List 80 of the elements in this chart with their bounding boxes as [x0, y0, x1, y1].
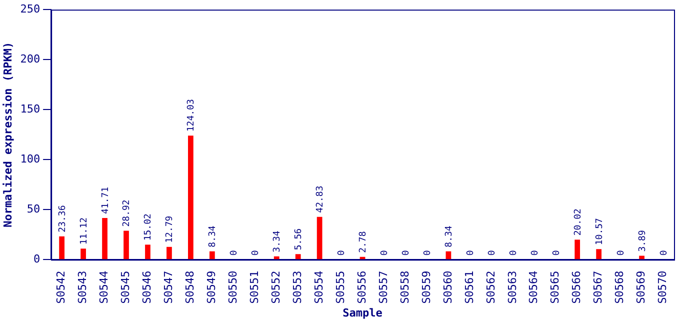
x-tick-label: S0563 [506, 270, 519, 304]
bar [295, 254, 301, 260]
y-tick-label: 50 [26, 202, 40, 216]
data-label: 0 [230, 250, 240, 256]
bar [209, 251, 215, 260]
bar [574, 240, 580, 260]
data-label: 0 [659, 250, 670, 256]
data-label: 0 [508, 250, 519, 256]
x-tick-label: S0562 [484, 270, 498, 304]
x-tick-label: S0564 [527, 270, 540, 304]
data-label: 0 [401, 250, 412, 256]
x-tick-label: S0557 [376, 270, 390, 304]
x-tick-label: S0555 [334, 270, 347, 304]
data-label: 23.36 [58, 205, 68, 232]
data-label: 0 [337, 250, 348, 256]
x-tick-label: S0548 [184, 270, 197, 304]
x-tick-label: S0565 [548, 270, 562, 304]
x-tick-label: S0567 [592, 270, 605, 304]
data-label: 8.34 [208, 226, 218, 248]
data-label: 0 [552, 250, 562, 256]
y-tick-label: 100 [20, 152, 40, 166]
x-tick-label: S0547 [162, 270, 176, 304]
y-tick-label: 250 [20, 2, 40, 16]
x-tick-label: S0569 [634, 270, 648, 304]
x-tick-label: S0556 [355, 270, 368, 304]
x-tick-label: S0554 [312, 270, 326, 304]
y-tick-label: 200 [20, 52, 40, 66]
x-tick-label: S0552 [269, 270, 282, 304]
data-label: 124.03 [186, 99, 197, 132]
x-tick-label: S0559 [420, 270, 433, 304]
y-tick-label: 0 [33, 252, 40, 266]
bar [639, 256, 644, 260]
data-label: 20.02 [573, 208, 584, 236]
data-label: 0 [466, 250, 476, 256]
data-label: 11.12 [79, 217, 90, 245]
bar [80, 248, 86, 260]
data-label: 12.79 [165, 216, 176, 243]
data-label: 0 [530, 250, 540, 256]
bar [274, 256, 280, 260]
y-axis-title: Normalized expression (RPKM) [1, 42, 14, 228]
data-label: 0 [251, 250, 262, 256]
bar [102, 218, 108, 260]
x-tick-label: S0551 [248, 270, 261, 304]
data-label: 0 [422, 250, 433, 256]
bar [59, 236, 64, 260]
x-tick-label: S0566 [570, 270, 584, 304]
data-label: 28.92 [122, 200, 132, 227]
data-label: 3.89 [638, 230, 648, 252]
data-label: 0 [487, 250, 498, 256]
y-tick-label: 150 [20, 102, 40, 116]
x-tick-label: S0549 [205, 270, 218, 304]
data-label: 15.02 [144, 214, 154, 241]
data-label: 42.83 [316, 186, 326, 213]
x-tick-label: S0545 [119, 270, 132, 304]
x-tick-label: S0561 [462, 270, 476, 304]
x-tick-label: S0560 [441, 270, 454, 304]
data-label: 2.78 [358, 231, 369, 253]
bar [124, 230, 129, 260]
x-axis-title: Sample [342, 306, 383, 320]
bar [166, 246, 172, 260]
data-label: 10.57 [594, 218, 605, 246]
bar [145, 244, 150, 260]
x-tick-label: S0543 [76, 270, 90, 304]
x-tick-label: S0544 [98, 270, 111, 304]
data-label: 0 [616, 250, 626, 256]
bar [596, 249, 602, 260]
x-tick-label: S0546 [140, 270, 154, 304]
data-label: 0 [380, 250, 390, 256]
x-tick-label: S0568 [613, 270, 626, 304]
data-label: 8.34 [444, 226, 454, 248]
bar [188, 136, 194, 260]
x-tick-label: S0542 [54, 270, 68, 304]
x-tick-label: S0550 [226, 270, 240, 304]
data-label: 5.56 [294, 228, 304, 250]
data-label: 41.71 [100, 186, 111, 214]
bar [316, 216, 322, 260]
x-tick-label: S0553 [290, 270, 304, 304]
x-tick-label: S0558 [398, 270, 412, 304]
x-tick-label: S0570 [656, 270, 670, 304]
data-label: 3.34 [272, 230, 283, 252]
